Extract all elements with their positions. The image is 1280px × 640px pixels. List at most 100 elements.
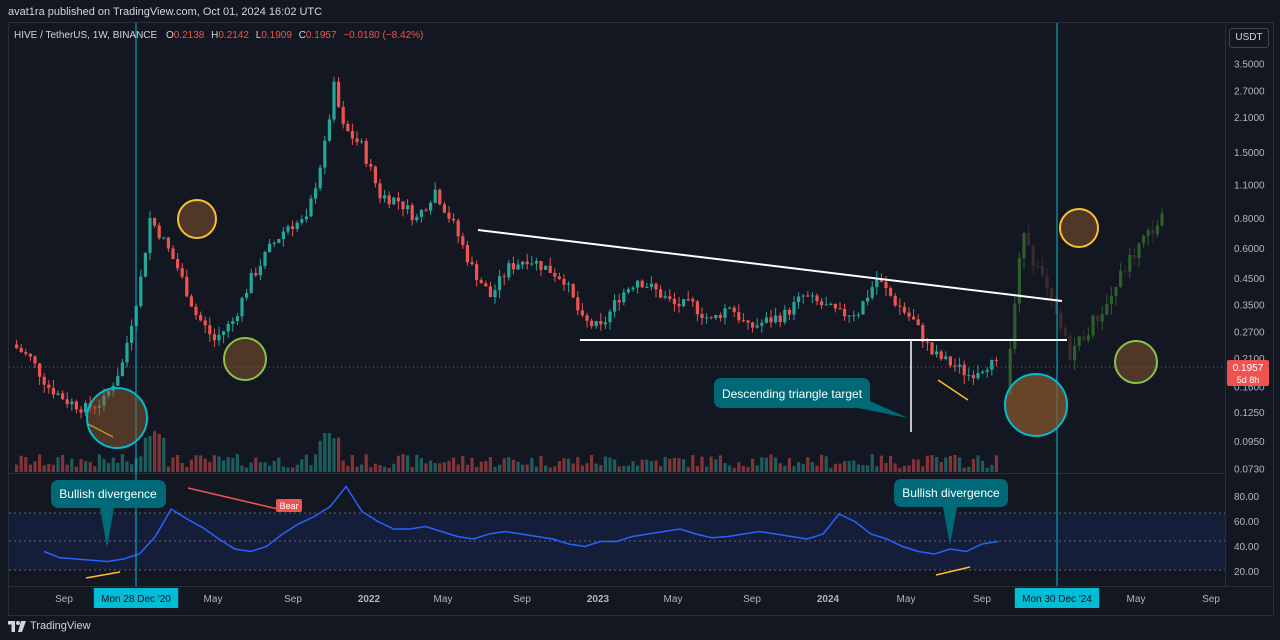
volume-bar bbox=[226, 457, 230, 472]
candle-body bbox=[51, 387, 55, 395]
tradingview-brand[interactable]: TradingView bbox=[8, 620, 91, 632]
volume-bar bbox=[594, 463, 598, 472]
candle-body bbox=[682, 299, 686, 307]
volume-bar bbox=[56, 457, 60, 472]
candle-body bbox=[783, 309, 787, 323]
volume-bar bbox=[231, 457, 235, 472]
volume-bar bbox=[148, 435, 152, 472]
candle-body bbox=[318, 167, 322, 189]
high-value: 0.2142 bbox=[218, 30, 249, 41]
candle-body bbox=[516, 264, 520, 270]
time-axis[interactable]: Sep Mon 28 Dec '20 May Sep 2022 May Sep 2023 May… bbox=[55, 588, 1220, 608]
volume-bar bbox=[930, 455, 934, 472]
volume-bar bbox=[249, 462, 253, 472]
candle-body bbox=[686, 299, 690, 301]
volume-bar bbox=[921, 466, 925, 472]
price-tick-label: 0.3500 bbox=[1234, 300, 1265, 311]
candle-body bbox=[912, 316, 916, 320]
volume-bar bbox=[769, 454, 773, 472]
candle-body bbox=[944, 356, 948, 360]
candle-body bbox=[953, 365, 957, 367]
bullish-divergence-callout-left: Bullish divergence bbox=[51, 480, 166, 548]
candle-body bbox=[281, 231, 285, 240]
volume-bar bbox=[360, 464, 364, 472]
volume-bar bbox=[718, 455, 722, 472]
candle-body bbox=[415, 216, 419, 221]
candle-body bbox=[245, 293, 249, 298]
candle-body bbox=[705, 317, 709, 319]
candle-body bbox=[534, 260, 538, 264]
candle-body bbox=[833, 303, 837, 309]
candle-body bbox=[622, 292, 626, 303]
projection-body bbox=[1155, 225, 1159, 235]
candle-body bbox=[15, 344, 19, 349]
candle-body bbox=[962, 364, 966, 376]
candle-body bbox=[502, 276, 506, 278]
candle-body bbox=[272, 242, 276, 244]
rsi-divergence-right bbox=[935, 566, 971, 576]
volume-bar bbox=[84, 461, 88, 472]
projection-body bbox=[1022, 232, 1026, 259]
volume-bar bbox=[728, 465, 732, 472]
candle-body bbox=[870, 287, 874, 298]
candle-body bbox=[442, 204, 446, 213]
rsi-pane[interactable] bbox=[9, 474, 1225, 586]
triangle-target-label: Descending triangle target bbox=[722, 387, 863, 401]
volume-bar bbox=[654, 460, 658, 472]
candle-body bbox=[378, 183, 382, 199]
candle-body bbox=[56, 393, 60, 395]
rsi-bear-divergence bbox=[187, 487, 283, 511]
price-chart[interactable]: Descending triangle target Bullish diver… bbox=[0, 0, 1280, 616]
volume-bar bbox=[695, 466, 699, 472]
volume-bar bbox=[33, 461, 37, 472]
volume-bar bbox=[461, 455, 465, 472]
volume-bar bbox=[79, 458, 83, 472]
close-label: C bbox=[299, 30, 306, 41]
publisher-info: avat1ra published on TradingView.com, Oc… bbox=[8, 6, 323, 18]
bullish-divergence-label-right: Bullish divergence bbox=[902, 486, 1000, 500]
currency-button[interactable]: USDT bbox=[1229, 28, 1269, 48]
candle-body bbox=[222, 331, 226, 335]
candle-body bbox=[304, 216, 308, 220]
candle-body bbox=[488, 286, 492, 298]
volume-bar bbox=[847, 461, 851, 472]
volume-bar bbox=[778, 463, 782, 472]
volume-bar bbox=[130, 464, 134, 472]
candle-body bbox=[935, 351, 939, 355]
candle-body bbox=[939, 351, 943, 360]
volume-bar bbox=[686, 467, 690, 472]
candle-body bbox=[360, 141, 364, 143]
rsi-tick-label: 60.00 bbox=[1234, 517, 1259, 528]
volume-bar bbox=[870, 454, 874, 472]
volume-bar bbox=[958, 457, 962, 472]
candle-body bbox=[176, 259, 180, 269]
candle-body bbox=[153, 217, 157, 226]
volume-bar bbox=[539, 455, 543, 472]
volume-bar bbox=[456, 464, 460, 472]
price-tick-label: 1.5000 bbox=[1234, 148, 1265, 159]
projection-body bbox=[1050, 288, 1054, 299]
candle-body bbox=[580, 310, 584, 316]
volume-bar bbox=[829, 467, 833, 472]
volume-bar bbox=[774, 457, 778, 472]
candle-body bbox=[787, 309, 791, 315]
rsi-axis[interactable]: 80.00 60.00 40.00 20.00 bbox=[1234, 492, 1259, 578]
price-axis[interactable]: 3.5000 2.7000 2.1000 1.5000 1.1000 0.8000 0.60… bbox=[1234, 60, 1265, 476]
projection-body bbox=[1137, 243, 1141, 259]
projection-body bbox=[1123, 270, 1127, 272]
volume-bar bbox=[737, 462, 741, 472]
volume-bar bbox=[939, 462, 943, 472]
volume-bar bbox=[208, 462, 212, 472]
volume-bar bbox=[364, 454, 368, 472]
volume-bar bbox=[981, 460, 985, 472]
time-tick-label: Sep bbox=[1202, 594, 1220, 605]
candle-body bbox=[737, 312, 741, 321]
top-bar: avat1ra published on TradingView.com, Oc… bbox=[0, 0, 1280, 24]
candle-body bbox=[189, 296, 193, 307]
candle-body bbox=[626, 289, 630, 293]
time-tick-label: Sep bbox=[513, 594, 531, 605]
volume-bar bbox=[557, 461, 561, 472]
volume-bar bbox=[291, 467, 295, 472]
volume-bar bbox=[442, 462, 446, 472]
open-label: O bbox=[166, 30, 174, 41]
